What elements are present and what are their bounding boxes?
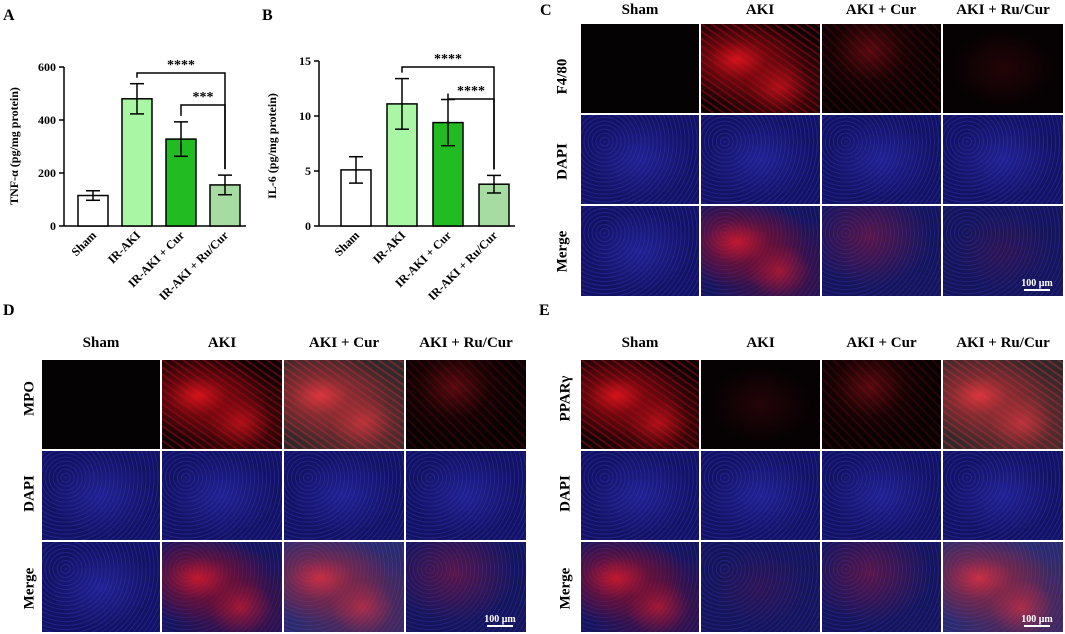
panel-c-scale-bar: 100 μm [1017,278,1057,292]
panel-c-image-f480-aki-cur [822,24,941,113]
panel-d-scale-bar-line [487,625,513,627]
y-axis-label: TNF-α (pg/mg protein) [7,87,21,205]
panel-d-row-mpo: MPO [21,381,38,416]
panel-d-scale-bar: 100 μm [480,614,520,628]
panel-e-col-sham: Sham [621,335,659,351]
panel-d-image-merge-aki-ru-cur: 100 μm [406,542,526,632]
significance-label: *** [193,90,214,105]
panel-d-image-dapi-aki-ru-cur [406,451,526,540]
bar-1 [121,98,153,227]
panel-c-image-f480-aki [701,24,820,113]
panel-e-image-merge-sham [581,542,699,632]
panel-c-image-dapi-sham [581,115,699,204]
panel-c-image-f480-aki-ru-cur [943,24,1063,113]
panel-c-image-merge-aki [701,206,820,296]
panel-e-image-ppar-aki-ru-cur [943,360,1063,449]
panel-e-scale-bar-line [1024,625,1050,627]
panel-c-row-dapi: DAPI [554,143,571,180]
panel-e-image-dapi-sham [581,451,699,540]
panel-e-col-aki: AKI [746,335,775,351]
panel-d-image-merge-aki [162,542,282,632]
panel-d-image-merge-aki-cur [284,542,404,632]
panel-e-row-dapi: DAPI [557,475,574,512]
y-tick-label: 600 [38,60,56,74]
y-tick-label: 0 [305,219,311,233]
panel-c-col-aki: AKI [745,2,775,18]
panel-e-col-aki-cur: AKI + Cur [846,335,917,351]
panel-e-row-ppar: PPARγ [557,375,574,422]
panel-d-image-merge-sham [42,542,160,632]
y-tick-label: 400 [38,113,56,127]
y-tick-label: 200 [38,166,56,180]
significance-label: **** [457,84,485,99]
chart-a: 0 200 400 600 TNF-α (pg/mg protein) Sham IR-AK… [7,58,246,300]
y-axis-label: IL-6 (pg/mg protein) [265,93,279,199]
panel-e-image-ppar-aki [701,360,820,449]
panel-e-image-dapi-aki-ru-cur [943,451,1063,540]
panel-c-image-merge-sham [581,206,699,296]
panel-c-scale-bar-line [1024,289,1050,291]
x-tick-label: IR-AKI [105,228,143,266]
panel-d-col-aki: AKI [207,335,237,351]
panel-d-image-dapi-aki [162,451,282,540]
panel-e-image-dapi-aki [701,451,820,540]
significance-bracket [447,93,495,170]
panel-e-scale-bar: 100 μm [1017,614,1057,628]
significance-label: **** [167,58,195,73]
panel-d-image-mpo-sham [42,360,160,449]
panel-c-scale-bar-text: 100 μm [1021,278,1053,289]
panel-c-image-merge-aki-cur [822,206,941,296]
panel-d-col-aki-cur: AKI + Cur [308,335,380,351]
panel-label-d: D [3,302,15,319]
panel-c-col-sham: Sham [621,2,659,18]
panel-e-row-merge: Merge [557,567,574,610]
panel-c-image-merge-aki-ru-cur: 100 μm [943,206,1063,296]
panel-d-image-dapi-sham [42,451,160,540]
y-tick-label: 15 [299,54,311,68]
panel-c-col-aki-ru-cur: AKI + Ru/Cur [956,2,1050,18]
panel-c-col-aki-cur: AKI + Cur [845,2,917,18]
panel-c-row-f480: F4/80 [554,58,571,95]
panel-d-col-sham: Sham [82,335,120,351]
panel-d-scale-bar-text: 100 μm [484,614,516,625]
y-tick-label: 0 [50,219,56,233]
panel-d-col-aki-ru-cur: AKI + Ru/Cur [419,335,513,351]
x-tick-label: Sham [68,228,99,259]
panel-e-image-merge-aki-ru-cur: 100 μm [943,542,1063,632]
panel-e-image-merge-aki [701,542,820,632]
y-tick-label: 5 [305,164,311,178]
panel-d-image-mpo-aki [162,360,282,449]
panel-e-image-ppar-aki-cur [822,360,941,449]
panel-d-image-dapi-aki-cur [284,451,404,540]
panel-label-e: E [539,302,550,319]
panel-d-image-mpo-aki-ru-cur [406,360,526,449]
significance-bracket [180,104,226,170]
panel-c-row-merge: Merge [554,230,571,273]
panel-c-image-f480-sham [581,24,699,113]
significance-label: **** [434,52,462,67]
panel-e-image-ppar-sham [581,360,699,449]
panel-d-row-merge: Merge [21,567,38,610]
panel-c-image-dapi-aki-ru-cur [943,115,1063,204]
panel-e-image-dapi-aki-cur [822,451,941,540]
panel-label-a: A [3,7,15,24]
panel-c-image-dapi-aki-cur [822,115,941,204]
x-tick-label: Sham [331,228,362,259]
panel-label-c: C [540,2,552,19]
panel-e-scale-bar-text: 100 μm [1021,614,1053,625]
panel-d-row-dapi: DAPI [21,475,38,512]
panel-e-col-aki-ru-cur: AKI + Ru/Cur [956,335,1050,351]
panel-e-image-merge-aki-cur [822,542,941,632]
panel-d-image-mpo-aki-cur [284,360,404,449]
panel-label-b: B [262,7,273,24]
x-tick-label: IR-AKI [370,228,408,266]
y-tick-label: 10 [299,109,311,123]
panel-c-image-dapi-aki [701,115,820,204]
